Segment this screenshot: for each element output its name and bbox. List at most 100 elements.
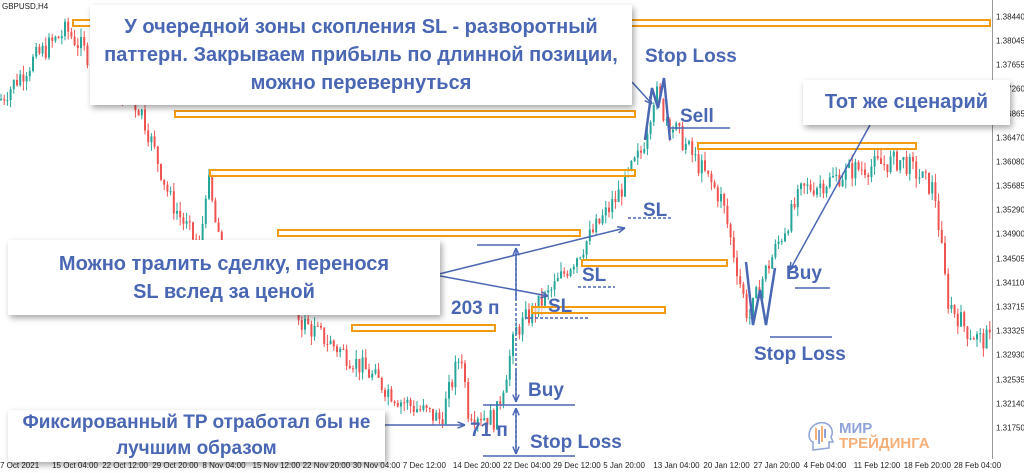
candle-body (953, 304, 956, 314)
price-tick-label: 1.31750 (996, 423, 1024, 433)
candle-body (137, 110, 140, 116)
candle-body (435, 412, 438, 421)
candle-body (454, 361, 457, 388)
price-tick-label: 1.34900 (996, 229, 1024, 239)
candle-body (76, 45, 79, 49)
arrow-trail-2-head (540, 295, 549, 299)
sl-zone (209, 169, 636, 177)
candle-body (169, 191, 172, 193)
candle-body (486, 417, 489, 425)
candle-body (556, 278, 559, 282)
candle-body (723, 193, 726, 206)
candle-body (448, 382, 450, 399)
candle-body (320, 325, 322, 328)
candle-body (550, 289, 553, 291)
candle-body (656, 86, 658, 106)
candle-body (768, 265, 770, 269)
candle-body (332, 340, 335, 347)
candle-body (636, 150, 639, 158)
candle-body (947, 273, 950, 309)
candle-body (940, 229, 943, 243)
candle-body (521, 317, 524, 335)
price-axis[interactable] (992, 0, 1024, 459)
arrow-fixed-tp-head (457, 424, 466, 429)
candle-body (864, 169, 866, 176)
candle-body (28, 70, 31, 77)
candle-body (51, 37, 54, 41)
candle-body (617, 189, 620, 203)
candle-body (428, 407, 431, 409)
candle-body (345, 349, 348, 366)
candle-body (665, 119, 668, 121)
candle-body (368, 369, 370, 378)
candle-body (80, 36, 82, 49)
candle-body (860, 169, 863, 171)
candle-body (928, 172, 930, 194)
candle-body (809, 184, 812, 191)
candle-body (70, 31, 73, 37)
candle-body (912, 156, 914, 162)
candle-body (505, 379, 508, 393)
time-tick-label: 8 Nov 04:00 (202, 461, 246, 470)
candle-body (425, 405, 428, 408)
candle-body (153, 136, 156, 147)
candle-body (793, 203, 796, 208)
candle-body (960, 312, 962, 327)
candle-body (790, 203, 793, 232)
candle-body (784, 233, 786, 242)
candle-body (204, 198, 207, 225)
price-tick-label: 1.34505 (996, 254, 1024, 264)
candle-body (134, 101, 137, 111)
candle-body (32, 56, 34, 71)
candle-body (918, 177, 921, 179)
arrow-same-scenario-head (789, 264, 797, 271)
candle-body (713, 182, 716, 188)
candle-body (819, 183, 822, 189)
arrow-trail-1-head (618, 227, 626, 234)
note-same-scenario: Тот же сценарий (803, 80, 1010, 125)
candle-body (403, 402, 406, 404)
time-tick-label: 15 Nov 12:00 (252, 461, 301, 470)
candle-body (976, 333, 978, 340)
candle-body (646, 133, 649, 149)
candle-body (985, 329, 988, 349)
candle-body (595, 218, 598, 233)
candle-body (729, 224, 732, 238)
arrow-same-scenario (789, 124, 871, 271)
time-tick-label: 4 Feb 04:00 (803, 461, 847, 470)
arrow-71-down-head (512, 446, 517, 455)
candle-body (12, 79, 15, 90)
candle-body (774, 243, 777, 258)
candle-body (211, 175, 214, 201)
candle-body (57, 36, 60, 39)
candle-body (604, 207, 607, 216)
time-tick-label: 22 Dec 04:00 (503, 461, 551, 470)
candle-body (457, 361, 460, 363)
price-tick-label: 1.34110 (996, 278, 1024, 288)
candle-body (41, 45, 44, 54)
pips-71-label: 71 п (470, 420, 508, 441)
candle-body (44, 45, 47, 58)
candle-body (592, 229, 594, 233)
candle-body (508, 356, 511, 380)
candle-body (780, 241, 783, 243)
pattern-top (643, 77, 672, 141)
candle-body (579, 257, 582, 259)
time-tick-label: 15 Oct 04:00 (52, 461, 98, 470)
candle-body (307, 318, 310, 325)
candle-body (25, 76, 28, 82)
logo-line1: МИР (839, 420, 873, 437)
sl-zone (277, 229, 581, 237)
candle-body (374, 369, 377, 374)
annotations (385, 77, 871, 457)
candle-body (524, 309, 527, 318)
candle-body (972, 338, 975, 340)
candle-body (870, 166, 873, 178)
candle-body (300, 319, 303, 330)
candle-body (777, 241, 780, 244)
candle-body (412, 405, 415, 412)
arrow-trail-1-head (616, 226, 626, 229)
candle-body (9, 89, 12, 101)
candle-body (502, 392, 505, 404)
candle-body (54, 36, 57, 41)
